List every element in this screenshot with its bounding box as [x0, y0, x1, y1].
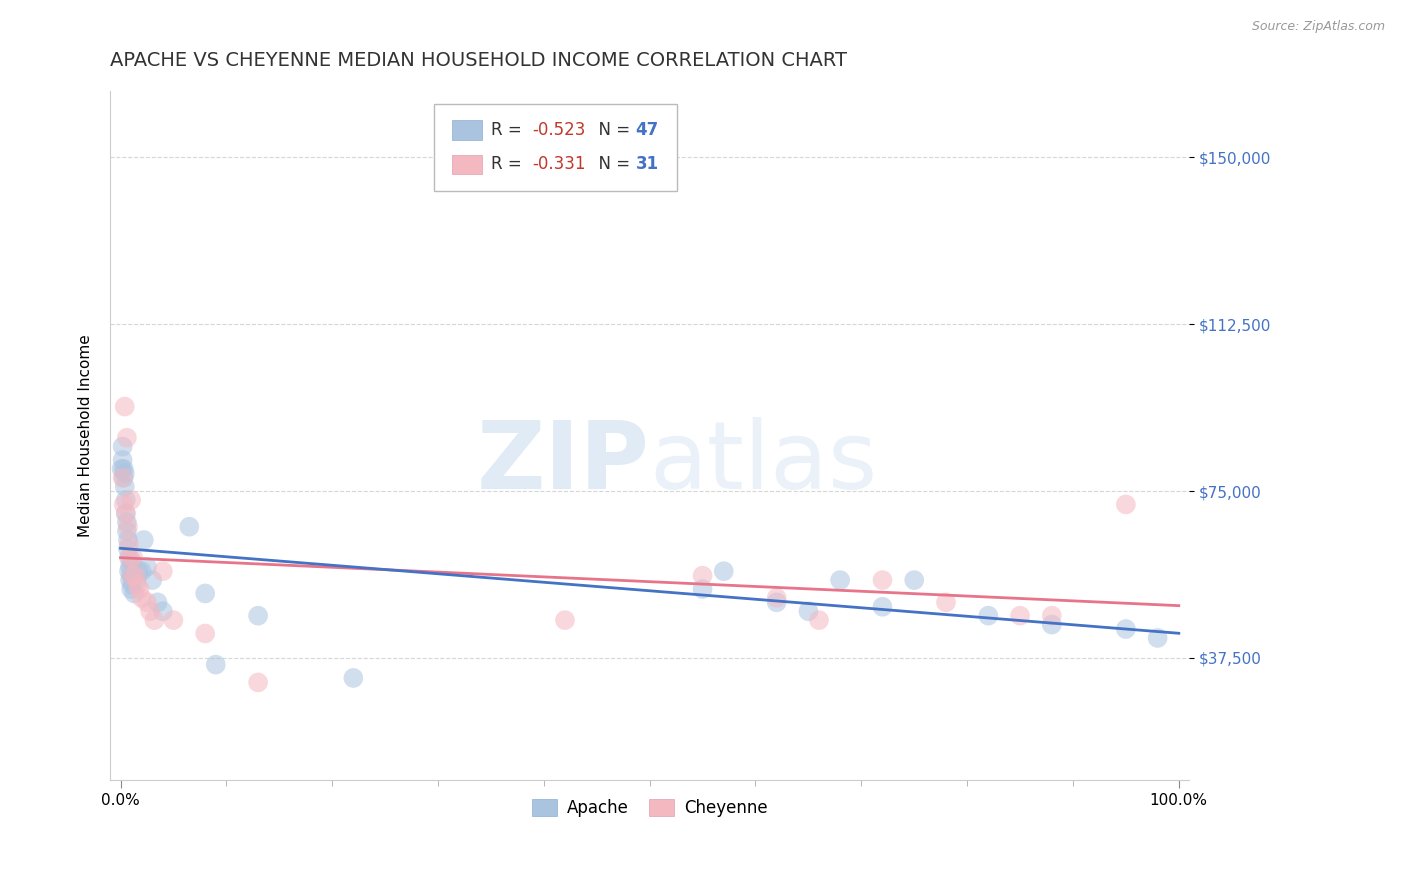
Point: [872, 599, 894, 614]
Text: APACHE VS CHEYENNE MEDIAN HOUSEHOLD INCOME CORRELATION CHART: APACHE VS CHEYENNE MEDIAN HOUSEHOLD INCO…: [110, 51, 846, 70]
Point: [935, 595, 957, 609]
Text: ZIP: ZIP: [477, 417, 650, 509]
Text: -0.523: -0.523: [531, 121, 585, 139]
Point: [111, 471, 134, 485]
Point: [121, 568, 143, 582]
Point: [115, 524, 138, 538]
Point: [120, 493, 142, 508]
Point: [977, 608, 1000, 623]
Point: [194, 586, 217, 600]
Point: [179, 519, 201, 533]
Point: [141, 573, 163, 587]
Point: [118, 564, 141, 578]
Point: [125, 573, 148, 587]
Point: [1010, 608, 1032, 623]
Point: [121, 577, 143, 591]
Point: [765, 595, 787, 609]
Point: [162, 613, 184, 627]
Point: [247, 608, 270, 623]
FancyBboxPatch shape: [434, 104, 676, 191]
Bar: [453, 155, 482, 174]
Point: [114, 507, 136, 521]
Point: [1115, 622, 1137, 636]
Point: [117, 533, 139, 547]
Point: [114, 467, 136, 481]
Point: [112, 498, 135, 512]
Point: [342, 671, 364, 685]
Point: [118, 550, 141, 565]
Point: [194, 626, 217, 640]
Point: [204, 657, 226, 672]
Text: R =: R =: [491, 121, 527, 139]
Point: [120, 568, 142, 582]
Point: [114, 507, 136, 521]
Point: [146, 595, 169, 609]
Point: [128, 564, 150, 578]
Point: [111, 453, 134, 467]
Point: [114, 400, 136, 414]
Text: 47: 47: [636, 121, 659, 139]
Y-axis label: Median Household Income: Median Household Income: [79, 334, 93, 537]
Point: [1146, 631, 1168, 645]
Point: [872, 573, 894, 587]
Text: atlas: atlas: [650, 417, 877, 509]
Point: [903, 573, 925, 587]
Point: [713, 564, 735, 578]
Legend: Apache, Cheyenne: Apache, Cheyenne: [526, 792, 775, 823]
Point: [830, 573, 852, 587]
Text: N =: N =: [588, 121, 636, 139]
Point: [120, 582, 142, 596]
Point: [1040, 608, 1063, 623]
Point: [139, 604, 162, 618]
Point: [132, 533, 155, 547]
Text: 31: 31: [636, 155, 659, 173]
Point: [112, 471, 135, 485]
Point: [807, 613, 830, 627]
Point: [114, 480, 136, 494]
Text: -0.331: -0.331: [531, 155, 585, 173]
Point: [110, 462, 132, 476]
Point: [117, 541, 139, 556]
Point: [1040, 617, 1063, 632]
Point: [115, 431, 138, 445]
Text: N =: N =: [588, 155, 636, 173]
Point: [115, 515, 138, 529]
Point: [692, 582, 714, 596]
Text: Source: ZipAtlas.com: Source: ZipAtlas.com: [1251, 20, 1385, 33]
Point: [111, 440, 134, 454]
Point: [136, 559, 159, 574]
Point: [143, 613, 166, 627]
Point: [136, 595, 159, 609]
Point: [118, 559, 141, 574]
Point: [117, 519, 139, 533]
Point: [765, 591, 787, 605]
Point: [118, 573, 141, 587]
Point: [128, 582, 150, 596]
Point: [152, 564, 174, 578]
Point: [127, 577, 149, 591]
Point: [131, 564, 153, 578]
Text: R =: R =: [491, 155, 527, 173]
Point: [118, 550, 141, 565]
Point: [797, 604, 820, 618]
Point: [1115, 498, 1137, 512]
Point: [124, 568, 146, 582]
Point: [118, 537, 141, 551]
Point: [124, 586, 146, 600]
Point: [122, 550, 145, 565]
Point: [692, 568, 714, 582]
Point: [112, 462, 135, 476]
Point: [554, 613, 576, 627]
Point: [121, 555, 143, 569]
Point: [131, 591, 153, 605]
Point: [114, 493, 136, 508]
Bar: [453, 120, 482, 140]
Point: [152, 604, 174, 618]
Point: [247, 675, 270, 690]
Point: [122, 568, 145, 582]
